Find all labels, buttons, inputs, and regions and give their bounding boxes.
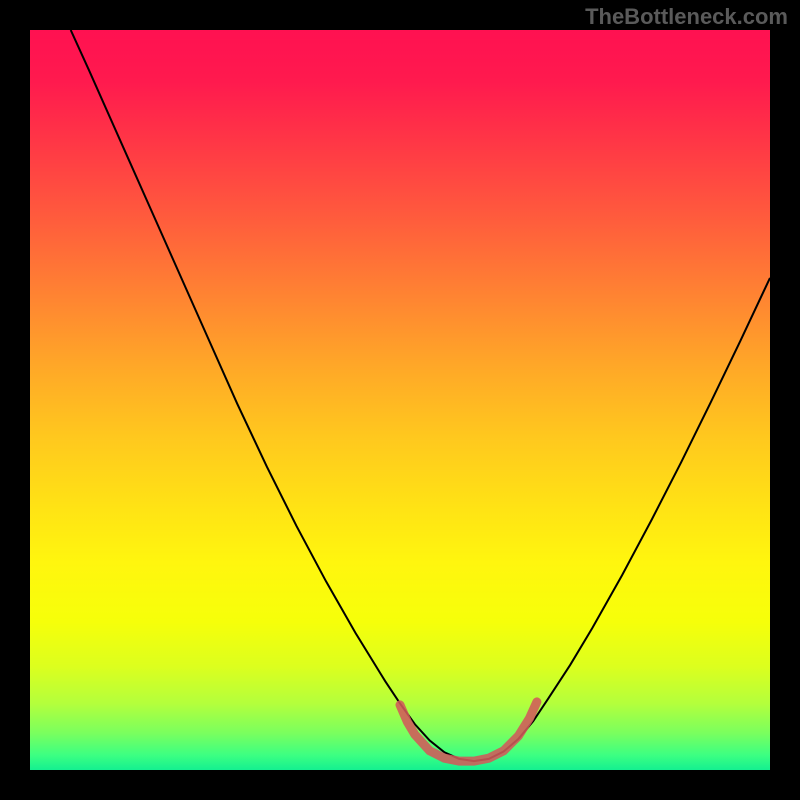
chart-svg	[30, 30, 770, 770]
plot-area	[30, 30, 770, 770]
chart-container: TheBottleneck.com	[0, 0, 800, 800]
watermark-text: TheBottleneck.com	[585, 4, 788, 30]
gradient-background	[30, 30, 770, 770]
